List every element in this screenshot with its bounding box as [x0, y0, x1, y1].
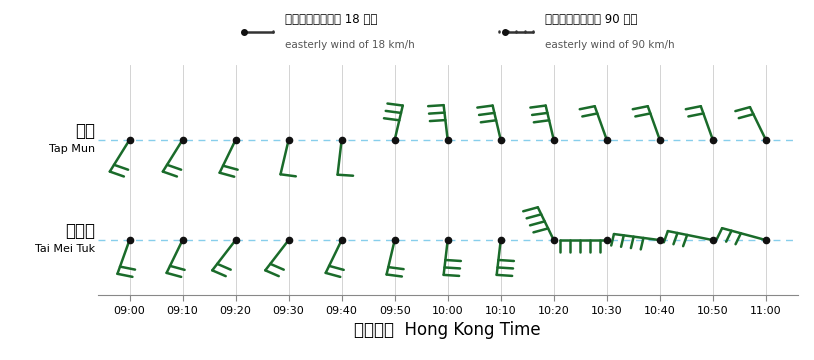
Text: easterly wind of 18 km/h: easterly wind of 18 km/h — [285, 40, 414, 50]
Text: easterly wind of 90 km/h: easterly wind of 90 km/h — [545, 40, 675, 50]
Text: 東風，風速每小時 18 公里: 東風，風速每小時 18 公里 — [285, 13, 377, 26]
Text: Tai Mei Tuk: Tai Mei Tuk — [35, 244, 95, 254]
X-axis label: 香港時間  Hong Kong Time: 香港時間 Hong Kong Time — [354, 321, 541, 339]
Text: 東風，風速每小時 90 公里: 東風，風速每小時 90 公里 — [545, 13, 637, 26]
Text: Tap Mun: Tap Mun — [49, 144, 95, 154]
Text: 塔門: 塔門 — [75, 122, 95, 140]
Text: 大美督: 大美督 — [65, 222, 95, 240]
